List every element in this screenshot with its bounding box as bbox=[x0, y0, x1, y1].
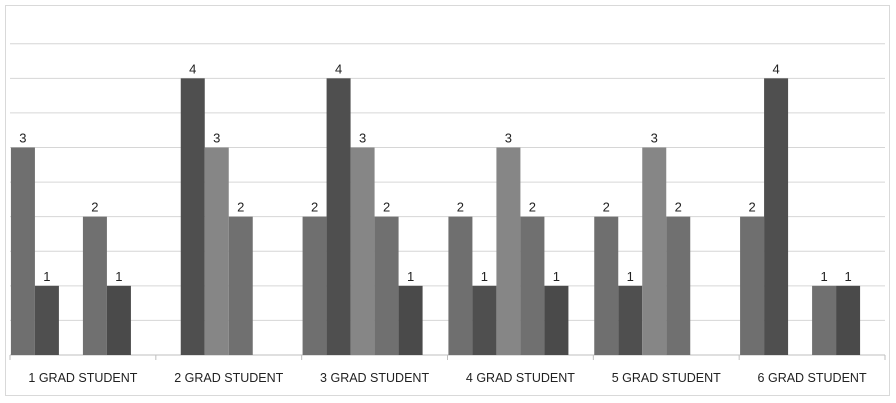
data-label: 2 bbox=[529, 200, 536, 215]
data-label: 2 bbox=[748, 200, 755, 215]
chart-frame bbox=[5, 5, 890, 396]
x-tick-label: 1 GRAD STUDENT bbox=[28, 371, 137, 385]
data-label: 4 bbox=[189, 61, 196, 76]
bar bbox=[666, 216, 691, 355]
data-label: 3 bbox=[213, 131, 220, 146]
data-label: 1 bbox=[820, 269, 827, 284]
bar bbox=[594, 216, 619, 355]
data-label: 2 bbox=[383, 200, 390, 215]
bar bbox=[350, 147, 375, 355]
bar bbox=[326, 78, 351, 355]
bar bbox=[448, 216, 473, 355]
bar bbox=[374, 216, 399, 355]
x-tick-label: 5 GRAD STUDENT bbox=[612, 371, 721, 385]
data-label: 1 bbox=[407, 269, 414, 284]
data-label: 2 bbox=[603, 200, 610, 215]
bar bbox=[642, 147, 667, 355]
data-label: 3 bbox=[19, 131, 26, 146]
bar bbox=[204, 147, 229, 355]
data-label: 1 bbox=[844, 269, 851, 284]
data-label: 3 bbox=[505, 131, 512, 146]
data-label: 2 bbox=[457, 200, 464, 215]
data-label: 1 bbox=[627, 269, 634, 284]
data-label: 2 bbox=[91, 200, 98, 215]
x-tick-label: 2 GRAD STUDENT bbox=[174, 371, 283, 385]
data-label: 3 bbox=[651, 131, 658, 146]
bar bbox=[10, 147, 35, 355]
data-label: 4 bbox=[335, 61, 342, 76]
data-label: 1 bbox=[115, 269, 122, 284]
x-tick-label: 6 GRAD STUDENT bbox=[758, 371, 867, 385]
data-label: 1 bbox=[481, 269, 488, 284]
data-label: 2 bbox=[237, 200, 244, 215]
bar bbox=[228, 216, 253, 355]
bar bbox=[106, 285, 131, 355]
bar bbox=[34, 285, 59, 355]
data-label: 1 bbox=[553, 269, 560, 284]
bar bbox=[764, 78, 789, 355]
x-tick-label: 4 GRAD STUDENT bbox=[466, 371, 575, 385]
bar bbox=[836, 285, 861, 355]
bar bbox=[496, 147, 521, 355]
bar bbox=[398, 285, 423, 355]
data-label: 2 bbox=[311, 200, 318, 215]
data-label: 2 bbox=[675, 200, 682, 215]
bar bbox=[180, 78, 205, 355]
bar bbox=[82, 216, 107, 355]
bar bbox=[544, 285, 569, 355]
bar bbox=[472, 285, 497, 355]
data-label: 3 bbox=[359, 131, 366, 146]
data-label: 4 bbox=[772, 61, 779, 76]
data-label: 1 bbox=[43, 269, 50, 284]
bar bbox=[618, 285, 643, 355]
bar bbox=[520, 216, 545, 355]
bar bbox=[812, 285, 837, 355]
x-tick-label: 3 GRAD STUDENT bbox=[320, 371, 429, 385]
bar bbox=[302, 216, 327, 355]
bar bbox=[740, 216, 765, 355]
